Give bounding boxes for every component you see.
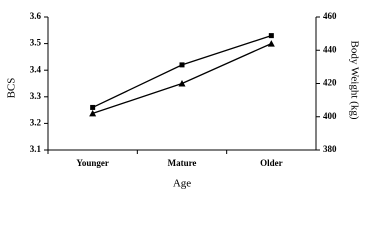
- y2-tick-label: 440: [323, 44, 337, 54]
- data-marker: [268, 33, 274, 39]
- data-marker: [90, 104, 96, 110]
- data-marker: [179, 62, 185, 68]
- x-tick-label: Older: [260, 158, 283, 168]
- y2-tick-label: 460: [323, 11, 337, 21]
- y-tick-label: 3.6: [30, 11, 42, 21]
- y-axis-label: BCS: [6, 78, 18, 99]
- data-marker: [178, 80, 186, 87]
- page: Age BCS Body Weight (kg) 3.1 3.2 3.3 3.4 3.5…: [5, 11, 361, 190]
- y2-tick-label: 380: [323, 144, 337, 154]
- y-tick-label: 3.1: [30, 144, 42, 154]
- y2-axis-label: Body Weight (kg): [348, 41, 360, 120]
- series-line: [92, 35, 272, 109]
- x-axis-label: Age: [173, 178, 191, 190]
- y-tick-label: 3.2: [30, 117, 42, 127]
- y-tick-label: 3.5: [30, 38, 42, 48]
- x-tick-label: Mature: [168, 158, 197, 168]
- y2-tick-label: 400: [323, 111, 337, 121]
- data-marker: [89, 109, 97, 117]
- x-tick-label: Younger: [76, 158, 109, 168]
- data-marker: [267, 40, 275, 47]
- y-tick-label: 3.4: [30, 64, 42, 74]
- y2-tick-label: 420: [323, 78, 337, 88]
- y-tick-label: 3.3: [30, 91, 42, 101]
- chart: Age BCS Body Weight (kg) 3.1 3.2 3.3 3.4 3.5…: [6, 11, 361, 190]
- series-line: [92, 43, 272, 115]
